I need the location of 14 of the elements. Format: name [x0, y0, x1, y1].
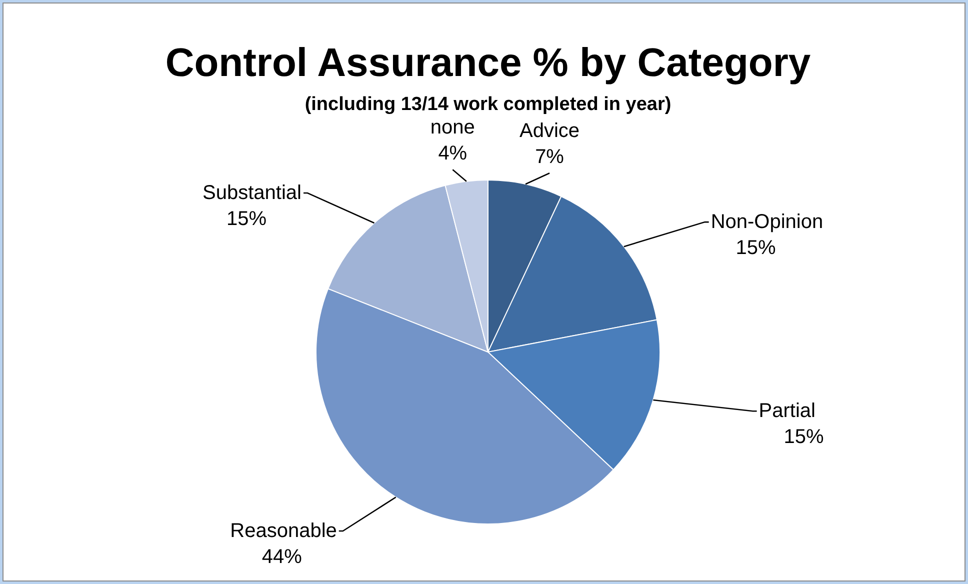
- chart-subtitle: (including 13/14 work completed in year): [304, 94, 672, 115]
- chart-title: Control Assurance % by Category: [165, 41, 812, 85]
- data-label: 15%: [226, 208, 267, 230]
- slice-label: none: [430, 116, 475, 139]
- data-label: 15%: [736, 237, 776, 260]
- slice-label: Partial: [758, 400, 816, 422]
- slice-label: Substantial: [202, 182, 302, 204]
- data-label: 15%: [784, 426, 824, 448]
- slice-label: Non-Opinion: [710, 211, 824, 234]
- data-label: 4%: [438, 142, 468, 165]
- data-label: 44%: [262, 546, 302, 568]
- slice-label: Reasonable: [230, 520, 337, 542]
- data-label: 7%: [535, 146, 564, 168]
- slice-label: Advice: [520, 120, 580, 142]
